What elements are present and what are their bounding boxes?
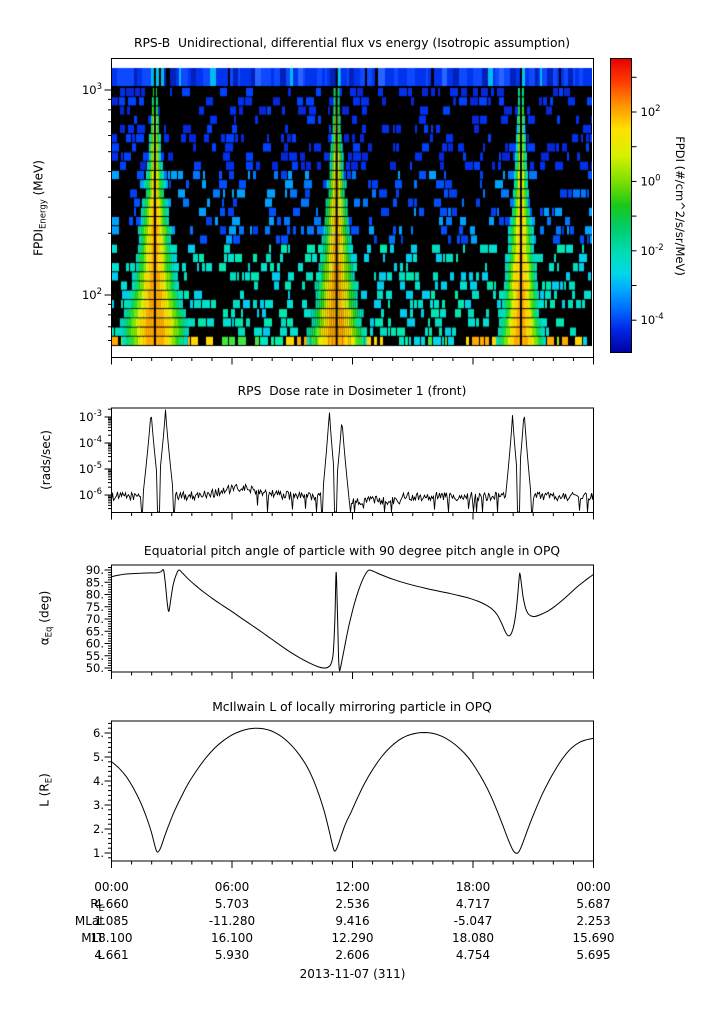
svg-text:5.695: 5.695 [576,948,610,962]
colorbar: 102 100 10-2 10-4 [610,58,664,353]
svg-text:5.: 5. [93,750,104,764]
svg-text:2013-11-07 (311): 2013-11-07 (311) [300,967,406,981]
svg-text:18:00: 18:00 [456,880,491,894]
svg-text:18.100: 18.100 [91,931,133,945]
svg-text:1.: 1. [93,846,104,860]
svg-text:4.661: 4.661 [94,948,128,962]
svg-text:5.687: 5.687 [576,897,610,911]
svg-text:70.: 70. [86,612,104,626]
svg-text:MLat: MLat [75,914,104,928]
svg-text:85.: 85. [86,575,104,589]
svg-text:4.717: 4.717 [456,897,490,911]
svg-text:06:00: 06:00 [215,880,250,894]
svg-text:-11.280: -11.280 [209,914,255,928]
panel2-title: RPS Dose rate in Dosimeter 1 (front) [237,384,467,398]
svg-text:2.536: 2.536 [335,897,369,911]
svg-text:MLT: MLT [81,931,104,945]
svg-text:6.: 6. [93,726,104,740]
svg-text:90.: 90. [86,563,104,577]
spectrogram-canvas [112,59,592,357]
svg-text:3.: 3. [93,798,104,812]
panel3-axes: 90.85.80.75.70.65.60.55.50. [86,563,594,679]
panel2-axes: 10-3 10-4 10-5 10-6 [79,407,594,520]
svg-text:60.: 60. [86,637,104,651]
svg-text:RE: RE [90,897,104,914]
svg-text:10-2: 10-2 [641,243,664,258]
panel3-title: Equatorial pitch angle of particle with … [143,544,561,558]
svg-text:10-6: 10-6 [79,487,102,502]
panel1-axes: 103 102 [82,58,594,365]
svg-text:10-4: 10-4 [79,435,102,450]
svg-text:00:00: 00:00 [576,880,611,894]
svg-text:10-5: 10-5 [79,461,102,476]
svg-text:4.: 4. [93,774,104,788]
svg-text:80.: 80. [86,588,104,602]
svg-text:4.660: 4.660 [94,897,128,911]
svg-text:18.080: 18.080 [452,931,494,945]
svg-text:5.703: 5.703 [215,897,249,911]
svg-text:100: 100 [641,173,661,188]
svg-text:55.: 55. [86,649,104,663]
svg-text:5.930: 5.930 [215,948,249,962]
panel1-title: RPS-B Unidirectional, differential flux … [133,36,571,50]
panel4-axes: 1. 2. 3. 4. 5. 6. [93,720,594,868]
svg-text:102: 102 [82,287,102,302]
svg-text:16.100: 16.100 [211,931,253,945]
footer-table: 00:00 06:00 12:00 18:00 00:00 RE4.660 5.703 2.5… [75,880,615,981]
svg-text:4.754: 4.754 [456,948,490,962]
svg-text:75.: 75. [86,600,104,614]
svg-text:00:00: 00:00 [94,880,129,894]
svg-text:L: L [97,948,104,962]
svg-text:2.253: 2.253 [576,914,610,928]
svg-text:65.: 65. [86,624,104,638]
svg-text:103: 103 [82,82,102,97]
svg-text:1.085: 1.085 [94,914,128,928]
svg-text:12:00: 12:00 [335,880,370,894]
svg-text:10-4: 10-4 [641,312,664,327]
svg-text:2.606: 2.606 [335,948,369,962]
svg-text:10-3: 10-3 [79,409,102,424]
svg-text:102: 102 [641,104,661,119]
svg-text:9.416: 9.416 [335,914,369,928]
svg-text:2.: 2. [93,822,104,836]
panel4-title: McIlwain L of locally mirroring particle… [212,700,492,714]
svg-text:50.: 50. [86,661,104,675]
svg-text:-5.047: -5.047 [454,914,493,928]
svg-text:12.290: 12.290 [332,931,374,945]
svg-text:15.690: 15.690 [573,931,615,945]
